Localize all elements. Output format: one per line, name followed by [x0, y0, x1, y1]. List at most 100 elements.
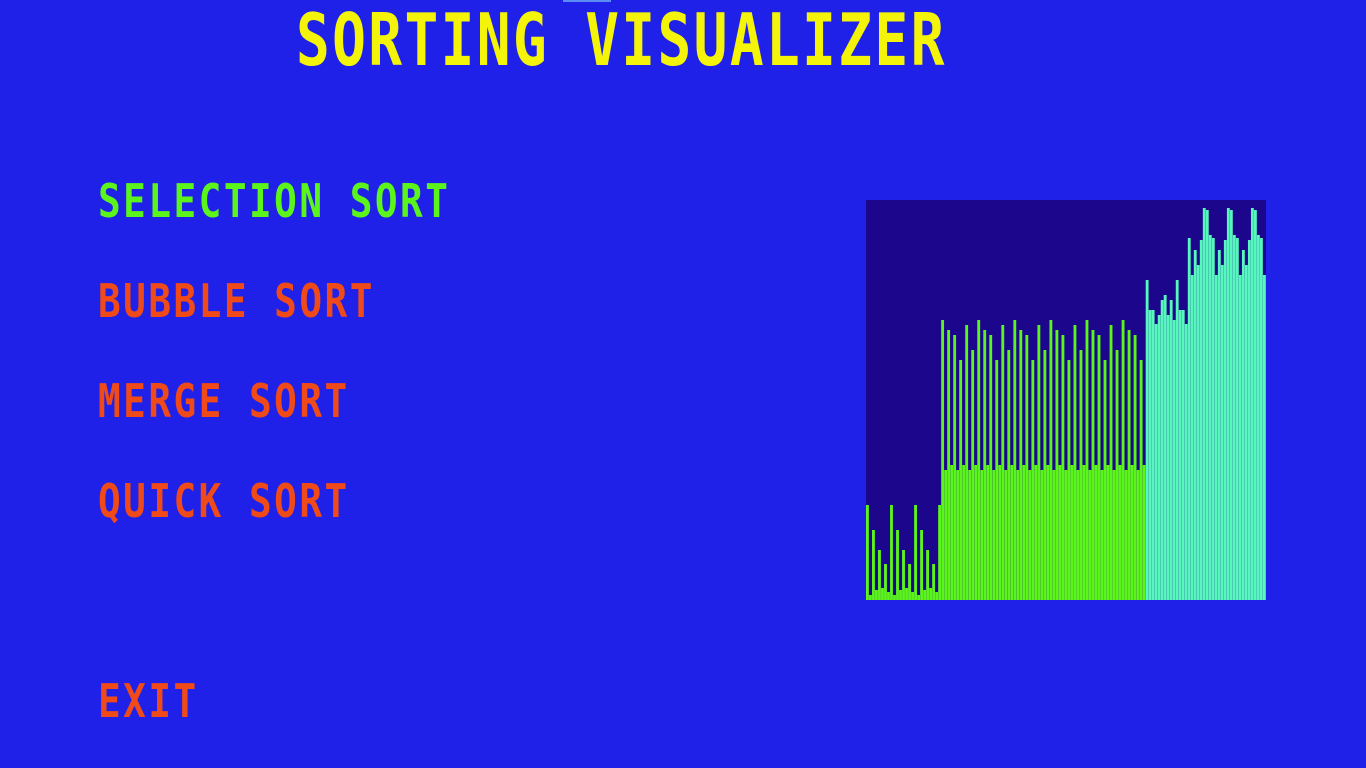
preview-bar [1127, 330, 1131, 600]
preview-bar [1028, 470, 1032, 600]
preview-bar [1094, 465, 1098, 600]
preview-bar [878, 550, 881, 600]
preview-bar [1136, 470, 1140, 600]
preview-bar [1253, 210, 1257, 600]
app-title: SORTING VISUALIZER [296, 0, 947, 82]
preview-bar [959, 360, 963, 600]
preview-bar [971, 350, 975, 600]
preview-bar [935, 592, 939, 600]
preview-bar [1079, 350, 1083, 600]
preview-bar [1154, 324, 1158, 600]
preview-bar [986, 465, 990, 600]
menu-item-quick-sort[interactable]: QUICK SORT [98, 474, 350, 528]
preview-bar [1199, 240, 1203, 600]
preview-bar [1178, 310, 1182, 600]
preview-bar [1241, 250, 1245, 600]
preview-bar [866, 505, 869, 600]
preview-bar [1043, 350, 1047, 600]
preview-bar [890, 505, 893, 600]
preview-bar [1142, 465, 1146, 600]
preview-bar [1205, 210, 1209, 600]
preview-bar [1067, 360, 1071, 600]
preview-bar [1232, 235, 1236, 600]
preview-bar [1070, 465, 1074, 600]
preview-bar [908, 564, 911, 600]
preview-bar [1157, 315, 1161, 600]
preview-bar [1235, 238, 1239, 600]
preview-bar [917, 595, 920, 600]
preview-bar [1115, 350, 1119, 600]
preview-bar [1106, 465, 1110, 600]
preview-bar [911, 592, 914, 600]
preview-bar [899, 590, 902, 600]
preview-bar [1148, 310, 1152, 600]
preview-bar [1061, 335, 1065, 600]
preview-bar [1229, 210, 1233, 600]
preview-bar [920, 530, 923, 600]
preview-bar [1169, 300, 1173, 600]
preview-bar [1112, 470, 1116, 600]
preview-bar [938, 505, 942, 600]
preview-bar [926, 550, 930, 600]
preview-bar [1124, 470, 1128, 600]
preview-bar [905, 588, 908, 600]
preview-bar [1016, 470, 1020, 600]
preview-bar [1022, 465, 1026, 600]
preview-bar [1244, 265, 1248, 600]
preview-bar [902, 550, 905, 600]
preview-bar [872, 530, 875, 600]
menu-item-exit[interactable]: EXIT [98, 674, 199, 728]
preview-bar [1019, 330, 1023, 600]
preview-bar [875, 590, 878, 600]
preview-bar [1256, 235, 1260, 600]
preview-bar [923, 590, 926, 600]
preview-bar [1208, 235, 1212, 600]
preview-bar [980, 470, 984, 600]
preview-bar [1109, 325, 1113, 600]
preview-bar [869, 595, 872, 600]
preview-bar [1145, 280, 1149, 600]
preview-bar [998, 465, 1002, 600]
preview-bar [1001, 325, 1005, 600]
preview-bar [1058, 465, 1062, 600]
preview-bar [1262, 275, 1266, 600]
preview-bar [944, 470, 948, 600]
preview-bar [1193, 250, 1197, 600]
preview-bar [947, 330, 951, 600]
preview-bar [1133, 335, 1137, 600]
preview-bar [881, 588, 884, 600]
preview-bar [1037, 325, 1041, 600]
preview-bar [1046, 465, 1050, 600]
preview-bar [965, 325, 969, 600]
preview-bar [1184, 324, 1188, 600]
menu-item-merge-sort[interactable]: MERGE SORT [98, 374, 350, 428]
preview-bar [1040, 470, 1044, 600]
preview-bar [1259, 238, 1263, 600]
preview-bar [1121, 320, 1125, 600]
preview-bar [1172, 320, 1176, 600]
preview-bar [1175, 280, 1179, 600]
window-top-indicator [563, 0, 611, 2]
preview-bar [989, 335, 993, 600]
preview-bar [1139, 360, 1143, 600]
preview-bar [887, 592, 890, 600]
preview-bar [992, 470, 996, 600]
preview-bar [1031, 360, 1035, 600]
preview-bar [950, 465, 954, 600]
preview-bar [1214, 275, 1218, 600]
preview-bar [1076, 470, 1080, 600]
preview-bar [1103, 360, 1107, 600]
preview-bar [1097, 335, 1101, 600]
preview-bar [941, 320, 945, 600]
preview-bar [995, 360, 999, 600]
menu-item-selection-sort[interactable]: SELECTION SORT [98, 174, 451, 228]
preview-bar [1052, 470, 1056, 600]
preview-bar [1055, 330, 1059, 600]
preview-bar [1010, 465, 1014, 600]
preview-bar [1118, 465, 1122, 600]
preview-bar [1202, 208, 1206, 600]
menu-item-bubble-sort[interactable]: BUBBLE SORT [98, 274, 375, 328]
preview-bar [1166, 315, 1170, 600]
preview-bar [974, 465, 978, 600]
